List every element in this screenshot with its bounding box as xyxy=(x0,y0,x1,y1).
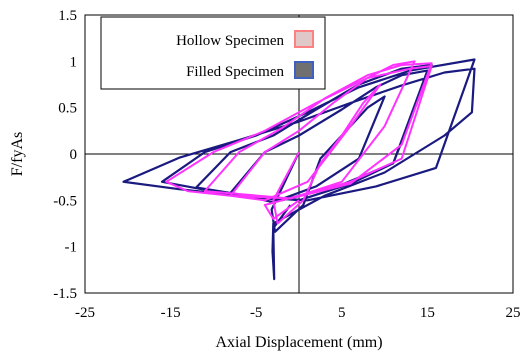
x-tick-label: 5 xyxy=(338,305,346,321)
legend-swatch-filled xyxy=(294,61,314,79)
legend-box xyxy=(100,16,326,90)
x-tick-label: -5 xyxy=(250,305,263,321)
legend-swatch-hollow xyxy=(294,30,314,48)
y-tick-label: -1.5 xyxy=(53,286,77,302)
y-tick-label: 1 xyxy=(70,54,78,70)
y-tick-label: 1.5 xyxy=(58,8,77,24)
y-tick-label: -1 xyxy=(65,240,78,256)
legend: Hollow Specimen Filled Specimen xyxy=(100,16,326,90)
legend-label-filled: Filled Specimen xyxy=(186,64,284,80)
y-tick-labels: -1.5 -1 -0.5 0 0.5 1 1.5 xyxy=(53,8,77,302)
x-tick-label: -25 xyxy=(75,305,95,321)
y-tick-label: 0 xyxy=(70,147,78,163)
x-tick-labels: -25 -15 -5 5 15 25 xyxy=(75,305,521,321)
series-layer xyxy=(122,58,476,281)
y-tick-label: -0.5 xyxy=(53,193,77,209)
x-tick-label: 25 xyxy=(506,305,521,321)
x-tick-label: -15 xyxy=(161,305,181,321)
x-tick-label: 15 xyxy=(420,305,435,321)
legend-label-hollow: Hollow Specimen xyxy=(176,33,284,49)
y-axis-title: F/fyAs xyxy=(9,132,26,176)
y-tick-label: 0.5 xyxy=(58,101,77,117)
x-axis-title: Axial Displacement (mm) xyxy=(215,334,382,351)
series-line-hollow-specimen xyxy=(165,60,433,225)
